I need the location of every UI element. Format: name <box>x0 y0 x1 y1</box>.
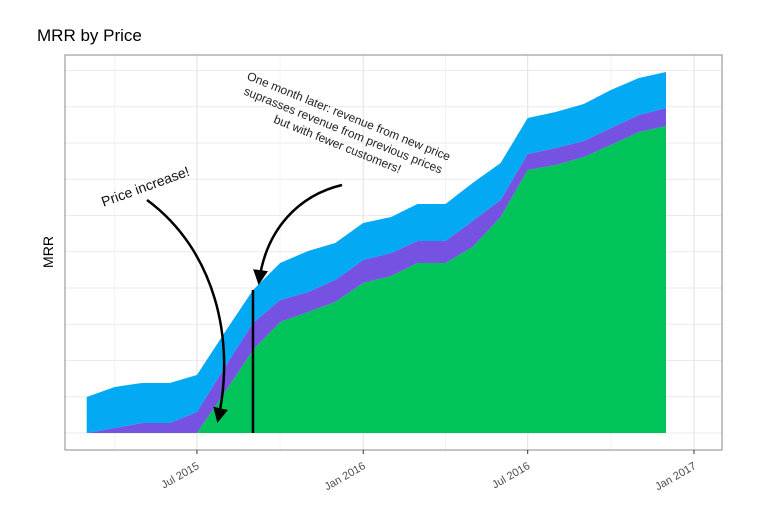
panel-border <box>64 54 723 451</box>
area-series-1 <box>86 108 666 433</box>
x-tick-label: Jan 2016 <box>323 460 368 493</box>
areas <box>86 72 666 433</box>
price-increase-arrow <box>146 198 228 423</box>
x-tick-label: Jul 2015 <box>159 460 201 491</box>
area-series-2 <box>86 72 666 433</box>
x-axis: Jul 2015 Jan 2016 Jul 2016 Jan 2017 <box>159 450 698 493</box>
x-tick-label: Jan 2017 <box>653 460 698 493</box>
one-month-later-arrow <box>253 183 343 285</box>
area-series-0 <box>86 126 666 433</box>
chart-title: MRR by Price <box>37 26 142 45</box>
y-axis-label: MRR <box>40 236 56 268</box>
x-tick-label: Jul 2016 <box>490 460 532 491</box>
